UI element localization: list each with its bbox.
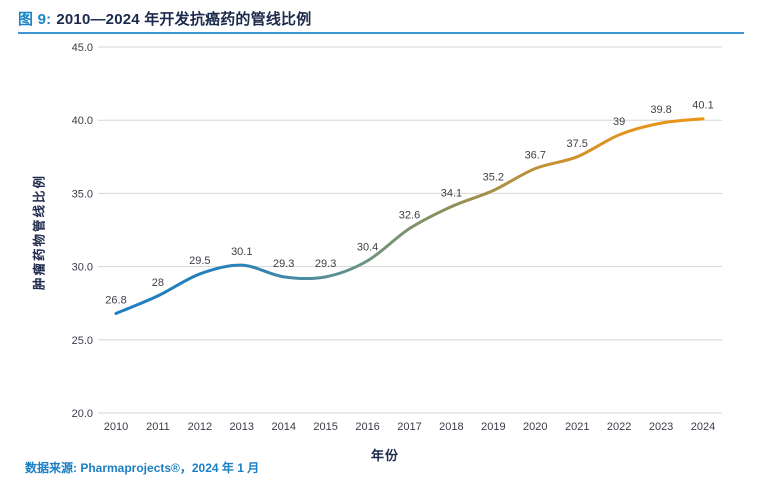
data-label: 32.6 xyxy=(399,210,420,222)
data-label: 34.1 xyxy=(441,188,462,200)
data-label: 29.3 xyxy=(273,258,294,270)
y-tick-label: 35.0 xyxy=(72,188,93,200)
data-label: 36.7 xyxy=(525,150,546,162)
x-tick-label: 2023 xyxy=(649,421,673,433)
x-tick-label: 2013 xyxy=(230,421,254,433)
title-divider xyxy=(18,32,744,34)
data-label: 30.1 xyxy=(231,246,252,258)
x-tick-label: 2017 xyxy=(397,421,421,433)
data-label: 28 xyxy=(152,277,164,289)
x-tick-label: 2016 xyxy=(355,421,379,433)
data-label: 39.8 xyxy=(650,104,671,116)
trend-line xyxy=(114,117,705,315)
x-tick-label: 2018 xyxy=(439,421,463,433)
y-axis-label: 肿瘤药物管线比例 xyxy=(32,173,47,291)
x-tick-label: 2010 xyxy=(104,421,128,433)
data-label: 37.5 xyxy=(567,138,588,150)
figure-title-text: 2010—2024 年开发抗癌药的管线比例 xyxy=(56,11,312,28)
data-label: 26.8 xyxy=(105,294,126,306)
x-tick-label: 2014 xyxy=(271,421,295,433)
y-tick-label: 45.0 xyxy=(72,42,93,54)
figure-title: 图 9: 2010—2024 年开发抗癌药的管线比例 xyxy=(18,8,311,29)
x-tick-label: 2024 xyxy=(691,421,715,433)
data-label: 35.2 xyxy=(483,171,504,183)
data-label: 39 xyxy=(613,116,625,128)
x-tick-label: 2022 xyxy=(607,421,631,433)
x-axis-label: 年份 xyxy=(370,448,400,463)
data-label: 40.1 xyxy=(692,100,713,112)
data-source: 数据来源: Pharmaprojects®，2024 年 1 月 xyxy=(25,461,260,475)
y-tick-label: 40.0 xyxy=(72,115,93,127)
x-tick-label: 2021 xyxy=(565,421,589,433)
data-label: 30.4 xyxy=(357,242,378,254)
x-tick-label: 2012 xyxy=(188,421,212,433)
x-tick-label: 2019 xyxy=(481,421,505,433)
y-tick-label: 30.0 xyxy=(72,262,93,274)
y-tick-label: 25.0 xyxy=(72,335,93,347)
figure-number: 图 9: xyxy=(18,11,52,28)
data-label: 29.3 xyxy=(315,258,336,270)
x-tick-label: 2020 xyxy=(523,421,547,433)
x-tick-label: 2015 xyxy=(313,421,337,433)
x-tick-label: 2011 xyxy=(146,421,170,433)
y-tick-label: 20.0 xyxy=(72,408,93,420)
data-label: 29.5 xyxy=(189,255,210,267)
